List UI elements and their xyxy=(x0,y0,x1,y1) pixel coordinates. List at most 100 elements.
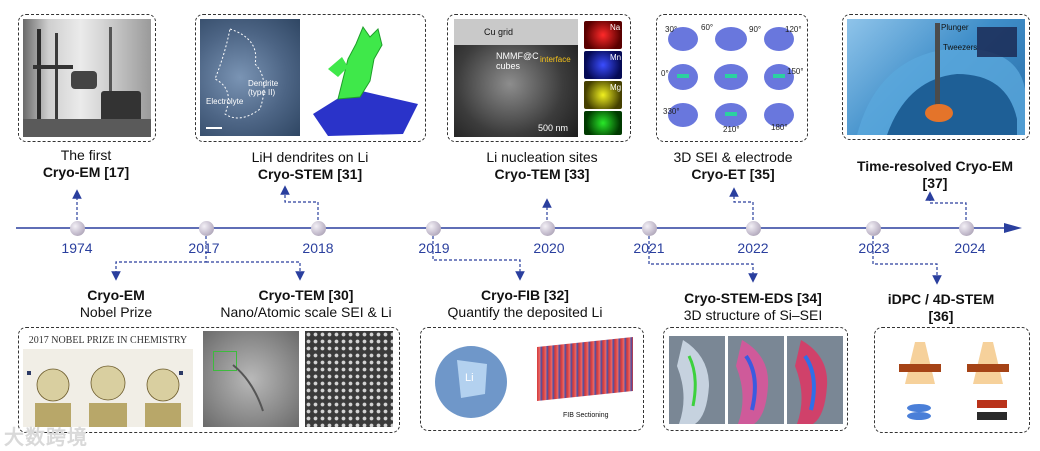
label-nano-atomic: Cryo-TEM [30] Nano/Atomic scale SEI & Li xyxy=(200,287,412,321)
eds-map-mg: Mg xyxy=(584,81,622,109)
scale-500nm-caption: 500 nm xyxy=(538,123,569,133)
year-2024: 2024 xyxy=(954,240,986,256)
eds-map-mn: Mn xyxy=(584,51,622,79)
label-cryo-fib-line1: Cryo-FIB [32] xyxy=(481,287,569,303)
panel-lih-dendrites: Dendrite (type II) Electrolyte xyxy=(195,14,426,142)
arrow-2022 xyxy=(729,187,754,220)
angle-120: 120° xyxy=(785,25,802,34)
arrow-2021 xyxy=(648,236,758,283)
arrow-2017-b xyxy=(206,261,305,281)
tweezers-caption: Tweezers xyxy=(943,43,978,52)
label-first-cryo-em-line1: The first xyxy=(60,147,112,163)
label-time-resolved-line3: [37] xyxy=(922,175,948,191)
label-nano-atomic-line2: Nano/Atomic scale SEI & Li xyxy=(220,304,392,320)
label-lih-dendrites: LiH dendrites on Li Cryo-STEM [31] xyxy=(220,149,400,183)
mn-label: Mn xyxy=(610,53,622,62)
label-first-cryo-em: The first Cryo-EM [17] xyxy=(30,147,142,181)
year-1974: 1974 xyxy=(61,240,93,256)
image-time-resolved-setup: Plunger Tweezers xyxy=(847,19,1025,135)
label-time-resolved-line2: Time-resolved Cryo-EM xyxy=(856,158,1014,174)
timeline-dot-2019 xyxy=(426,221,441,236)
label-nobel-line2: Nobel Prize xyxy=(79,304,153,320)
mg-label: Mg xyxy=(610,83,622,92)
arrow-2024 xyxy=(925,191,967,220)
label-stem-eds: Cryo-STEM-EDS [34] 3D structure of Si–SE… xyxy=(665,290,841,324)
year-2017: 2017 xyxy=(188,240,220,256)
arrow-2018 xyxy=(280,185,319,220)
year-2022: 2022 xyxy=(737,240,769,256)
fib-caption: FIB Sectioning xyxy=(563,412,609,419)
arrow-2019 xyxy=(432,236,525,281)
label-idpc-line1: iDPC / 4D-STEM xyxy=(887,291,995,307)
label-nano-atomic-line1: Cryo-TEM [30] xyxy=(258,287,354,303)
image-nmmf-cubes: Cu grid NMMF@C cubes interface 500 nm xyxy=(454,19,578,137)
year-2019: 2019 xyxy=(418,240,450,256)
timeline-dot-2022 xyxy=(746,221,761,236)
angle-210: 210° xyxy=(723,125,740,134)
interface-caption: interface xyxy=(540,55,571,64)
label-li-nucleation-line1: Li nucleation sites xyxy=(486,149,598,165)
angle-0: 0° xyxy=(661,69,669,78)
timeline-dot-2017 xyxy=(199,221,214,236)
timeline-arrowhead xyxy=(1004,223,1022,233)
image-nobel-prize: 2017 NOBEL PRIZE IN CHEMISTRY xyxy=(23,331,193,427)
timeline-dot-2024 xyxy=(959,221,974,236)
arrow-2023 xyxy=(872,236,942,285)
year-2020: 2020 xyxy=(533,240,565,256)
image-idpc-schematic xyxy=(881,334,1023,426)
image-fib-li: Li xyxy=(427,342,521,422)
image-dendrite-3d xyxy=(308,19,418,136)
label-li-nucleation-line2: Cryo-TEM [33] xyxy=(494,166,590,182)
year-2018: 2018 xyxy=(302,240,334,256)
label-lih-dendrites-line2: Cryo-STEM [31] xyxy=(257,166,363,182)
nmmf-caption: NMMF@C cubes xyxy=(496,51,539,71)
image-dendrite-tem: Dendrite (type II) Electrolyte xyxy=(200,19,300,136)
panel-cryo-fib: Li FIB Sectioning xyxy=(420,327,644,431)
plunger-caption: Plunger xyxy=(941,23,969,32)
label-idpc: iDPC / 4D-STEM [36] xyxy=(876,291,1006,325)
angle-150: 150° xyxy=(787,67,803,76)
angle-90: 90° xyxy=(749,25,762,34)
label-cryo-fib: Cryo-FIB [32] Quantify the deposited Li xyxy=(425,287,625,321)
timeline-dot-2021 xyxy=(642,221,657,236)
year-2021: 2021 xyxy=(633,240,665,256)
nobel-caption: 2017 NOBEL PRIZE IN CHEMISTRY xyxy=(28,335,188,346)
image-cryo-tem-atomic xyxy=(305,331,393,427)
timeline-dot-2023 xyxy=(866,221,881,236)
panel-3d-sei: 60° 30° 90° 120° 0° 150° 330° 210° 180° xyxy=(656,14,808,142)
image-cryo-et-rotations: 60° 30° 90° 120° 0° 150° 330° 210° 180° xyxy=(661,19,803,137)
image-cryo-tem-nano xyxy=(203,331,299,427)
label-nobel-line1: Cryo-EM xyxy=(87,287,145,303)
angle-180: 180° xyxy=(771,123,788,132)
cu-grid-caption: Cu grid xyxy=(484,27,514,37)
label-time-resolved: Time-resolved Cryo-EM [37] xyxy=(835,158,1035,192)
na-label: Na xyxy=(610,23,621,32)
panel-idpc xyxy=(874,327,1030,433)
image-fib-sectioning: FIB Sectioning xyxy=(529,334,639,426)
label-3d-sei-line1: 3D SEI & electrode xyxy=(673,149,793,165)
panel-li-nucleation: Cu grid NMMF@C cubes interface 500 nm Na… xyxy=(447,14,631,142)
label-stem-eds-line2: 3D structure of Si–SEI xyxy=(683,307,823,323)
label-first-cryo-em-line2: Cryo-EM [17] xyxy=(42,164,130,180)
eds-map-na: Na xyxy=(584,21,622,49)
electrolyte-caption: Electrolyte xyxy=(206,97,244,106)
label-idpc-line2: [36] xyxy=(928,308,954,324)
timeline-dot-2018 xyxy=(311,221,326,236)
angle-330: 330° xyxy=(663,107,680,116)
label-3d-sei: 3D SEI & electrode Cryo-ET [35] xyxy=(660,149,806,183)
image-eds-1 xyxy=(669,336,725,424)
image-eds-3 xyxy=(787,336,843,424)
timeline-dot-1974 xyxy=(70,221,85,236)
arrow-2017-a xyxy=(111,236,207,281)
watermark: 大数跨境 xyxy=(4,427,88,449)
eds-map-c xyxy=(584,111,622,135)
year-2023: 2023 xyxy=(858,240,890,256)
li-caption: Li xyxy=(465,372,474,384)
label-stem-eds-line1: Cryo-STEM-EDS [34] xyxy=(684,290,822,306)
image-eds-2 xyxy=(728,336,784,424)
panel-first-cryo-em xyxy=(18,14,156,142)
angle-60: 60° xyxy=(701,23,714,32)
photo-early-microscope xyxy=(23,19,151,137)
label-nobel: Cryo-EM Nobel Prize xyxy=(56,287,176,321)
